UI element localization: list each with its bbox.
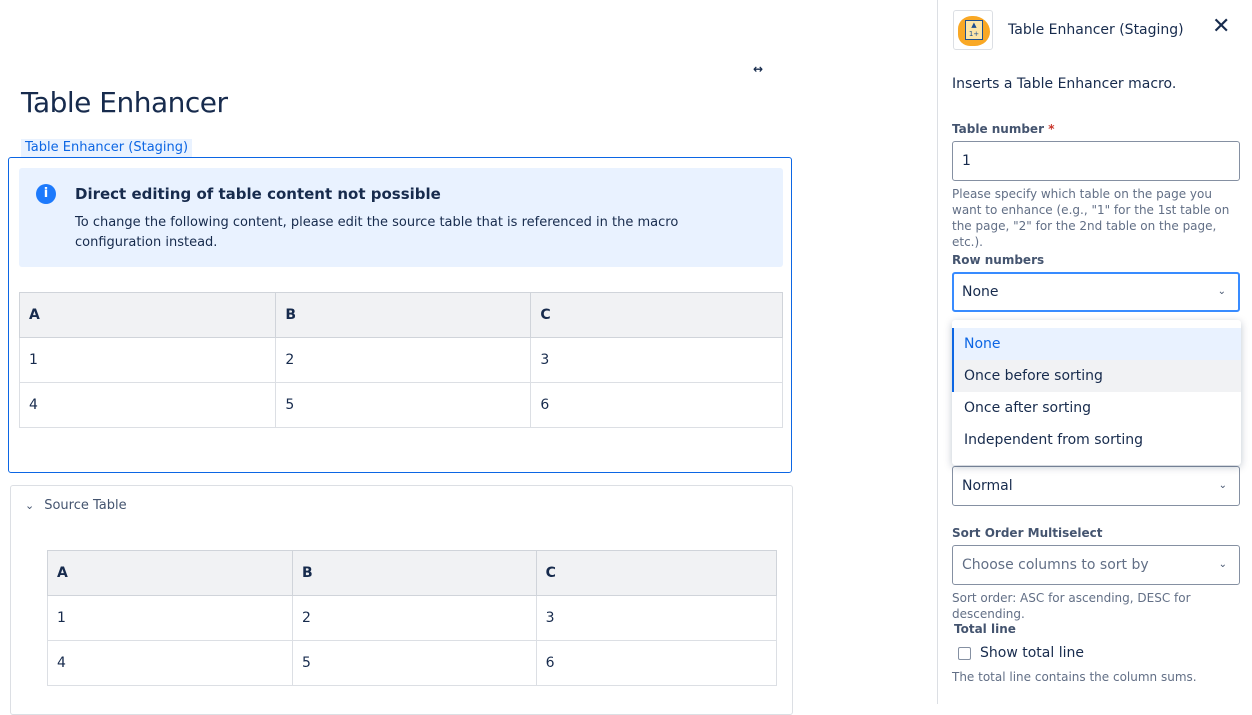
source-table-label: Source Table [44, 498, 127, 513]
macro-container[interactable]: i Direct editing of table content not po… [8, 157, 792, 473]
info-text: To change the following content, please … [75, 215, 679, 250]
row-numbers-dropdown: None Once before sorting Once after sort… [952, 320, 1241, 465]
cell: 1 [18, 337, 277, 383]
arrows-horizontal-icon[interactable]: ↔ [753, 62, 764, 76]
panel-title: Table Enhancer (Staging) [1008, 22, 1184, 38]
info-panel: i Direct editing of table content not po… [19, 168, 783, 267]
sort-order-multiselect[interactable]: Choose columns to sort by ⌄ [952, 545, 1240, 585]
option-independent-from-sorting[interactable]: Independent from sorting [964, 432, 1143, 448]
cell: 4 [47, 640, 293, 686]
info-icon: i [36, 184, 56, 204]
row-numbers-select[interactable]: None ⌄ [952, 272, 1240, 312]
table-number-help: Please specify which table on the page y… [952, 187, 1230, 249]
cell: 3 [530, 337, 783, 383]
column-header: A [47, 550, 293, 596]
option-once-after-sorting[interactable]: Once after sorting [964, 400, 1091, 416]
source-table-toggle[interactable]: ⌄ Source Table [25, 498, 127, 513]
table-number-input[interactable]: 1 [952, 141, 1240, 181]
show-total-line-checkbox[interactable] [958, 647, 971, 660]
column-header: C [530, 292, 783, 338]
column-header: A [18, 292, 277, 338]
cell: 5 [292, 640, 537, 686]
cell: 2 [275, 337, 532, 383]
option-none[interactable]: None [952, 328, 1241, 360]
total-line-label: Total line [954, 622, 1016, 636]
cell: 2 [292, 595, 537, 641]
cell: 6 [530, 382, 783, 428]
info-title: Direct editing of table content not poss… [75, 185, 441, 203]
cell: 1 [47, 595, 293, 641]
sort-order-label: Sort Order Multiselect [952, 526, 1103, 540]
column-header: B [275, 292, 532, 338]
sort-select[interactable]: Normal ⌄ [952, 466, 1240, 506]
page-title: Table Enhancer [21, 86, 228, 119]
panel-description: Inserts a Table Enhancer macro. [952, 76, 1177, 92]
table-number-label: Table number * [952, 122, 1055, 136]
cell: 3 [535, 595, 778, 641]
option-once-before-sorting[interactable]: Once before sorting [952, 360, 1241, 392]
chevron-down-icon: ⌄ [1217, 286, 1226, 297]
cell: 6 [535, 640, 778, 686]
total-line-help: The total line contains the column sums. [952, 670, 1197, 684]
column-header: B [292, 550, 537, 596]
close-icon[interactable]: ✕ [1212, 14, 1231, 39]
editor-content: ↔ Table Enhancer Table Enhancer (Staging… [8, 62, 793, 715]
sort-order-help: Sort order: ASC for ascending, DESC for … [952, 591, 1191, 621]
macro-label[interactable]: Table Enhancer (Staging) [21, 139, 193, 157]
chevron-down-icon: ⌄ [25, 499, 35, 512]
app-logo: ▲ 1+ [953, 10, 993, 50]
row-numbers-label: Row numbers [952, 253, 1045, 267]
cell: 5 [275, 382, 532, 428]
macro-config-panel: ▲ 1+ Table Enhancer (Staging) ✕ Inserts a… [937, 0, 1252, 704]
show-total-line-label[interactable]: Show total line [980, 645, 1084, 661]
chevron-down-icon: ⌄ [1218, 480, 1227, 491]
cell: 4 [18, 382, 277, 428]
chevron-down-icon: ⌄ [1218, 559, 1227, 570]
column-header: C [535, 550, 778, 596]
